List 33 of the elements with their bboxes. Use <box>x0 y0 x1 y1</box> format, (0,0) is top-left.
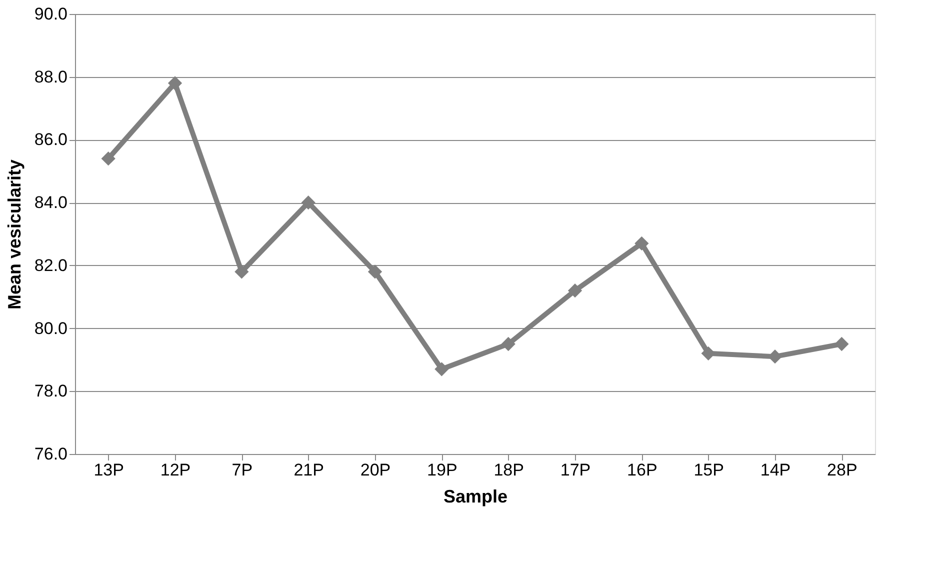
y-tick-label: 88.0 <box>34 67 68 86</box>
x-tick-label: 17P <box>560 460 591 480</box>
y-tick-label: 90.0 <box>34 4 68 24</box>
x-tick-label: 15P <box>694 460 724 480</box>
x-tick-label: 28P <box>827 460 858 480</box>
x-tick-label: 14P <box>760 460 791 480</box>
point <box>301 196 316 210</box>
point <box>834 336 849 352</box>
point <box>701 346 716 360</box>
point <box>368 264 382 279</box>
x-tick-label: 20P <box>360 460 391 480</box>
x-tick-label: 18P <box>494 460 524 480</box>
point <box>434 362 449 376</box>
y-tick-label: 80.0 <box>34 318 68 338</box>
x-tick-label: 21P <box>294 460 324 480</box>
point <box>501 336 516 352</box>
y-tick-label: 78.0 <box>34 382 68 401</box>
y-axis-title: Mean vesicularity <box>4 159 24 310</box>
y-tick-label: 84.0 <box>34 193 68 212</box>
x-tick-label: 7P <box>232 460 253 480</box>
x-tick-label: 13P <box>94 460 124 480</box>
point <box>234 264 249 279</box>
x-tick-label: 19P <box>427 460 458 480</box>
x-tick-label: 12P <box>160 460 191 480</box>
y-tick-label: 76.0 <box>34 444 68 464</box>
point <box>168 76 182 90</box>
y-tick-label: 86.0 <box>34 130 68 150</box>
x-tick-label: 16P <box>627 460 658 480</box>
x-axis-title: Sample <box>443 486 508 506</box>
point <box>568 284 582 298</box>
point <box>634 236 649 250</box>
y-tick-label: 82.0 <box>34 256 68 275</box>
point <box>101 152 116 166</box>
